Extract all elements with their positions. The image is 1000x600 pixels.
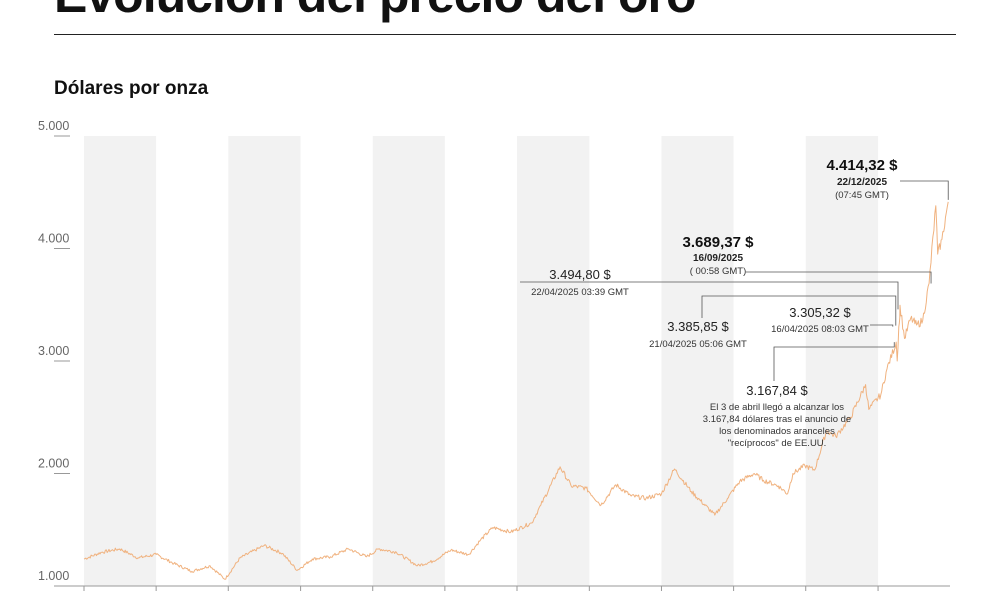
x-axis-ticks xyxy=(83,586,879,591)
annotation-value: 3.689,37 $ xyxy=(683,234,755,251)
annotation-date: 22/04/2025 03:39 GMT xyxy=(531,287,629,298)
annotation-value: 3.494,80 $ xyxy=(549,267,611,282)
leader-dec22 xyxy=(900,180,949,200)
year-band xyxy=(228,136,301,586)
annotation-peak-sep: 3.689,37 $ 16/09/2025 ( 00:58 GMT) xyxy=(683,234,755,277)
y-tick-label: 4.000 xyxy=(38,232,69,246)
year-band xyxy=(372,136,445,586)
year-bands xyxy=(84,136,879,586)
annotation-value: 3.167,84 $ xyxy=(746,383,808,398)
year-band xyxy=(661,136,734,586)
annotation-note-line: 3.167,84 dólares tras el anuncio de xyxy=(703,414,851,425)
annotation-date: 22/12/2025 xyxy=(837,177,887,188)
price-series xyxy=(83,201,949,580)
title-divider xyxy=(54,34,956,35)
annotation-value: 3.385,85 $ xyxy=(667,319,729,334)
annotation-date: 16/04/2025 08:03 GMT xyxy=(771,324,869,335)
annotation-note-line: "recíprocos" de EE.UU. xyxy=(728,438,827,449)
y-tick-label: 2.000 xyxy=(38,457,69,471)
year-band xyxy=(517,136,590,586)
annotation-date: 21/04/2025 05:06 GMT xyxy=(649,339,747,350)
annotation-note-line: El 3 de abril llegó a alcanzar los xyxy=(710,402,844,413)
leader-apr3 xyxy=(773,342,895,381)
leader-apr22 xyxy=(520,281,899,310)
annotation-note-line: los denominados aranceles xyxy=(719,426,835,437)
y-tick-label: 1.000 xyxy=(38,569,69,583)
chart-subtitle: Dólares por onza xyxy=(54,78,209,99)
y-tick-label: 5.000 xyxy=(38,119,69,133)
annotation-value: 3.305,32 $ xyxy=(789,305,851,320)
page-title: Evolución del precio del oro xyxy=(54,0,697,24)
annotation-leaders xyxy=(520,180,949,381)
annotation-value: 4.414,32 $ xyxy=(827,157,899,174)
annotation-time: ( 00:58 GMT) xyxy=(690,266,747,277)
leader-sep16 xyxy=(746,271,932,284)
y-axis: 1.000 2.000 3.000 4.000 5.000 xyxy=(38,119,70,587)
annotation-apr16: 3.305,32 $ 16/04/2025 08:03 GMT xyxy=(771,305,869,335)
gold-price-line xyxy=(83,201,949,580)
leader-apr21 xyxy=(701,295,897,326)
leader-apr16 xyxy=(870,324,894,327)
annotation-peak-dec: 4.414,32 $ 22/12/2025 (07:45 GMT) xyxy=(827,157,899,201)
y-tick-label: 3.000 xyxy=(38,344,69,358)
annotation-apr22: 3.494,80 $ 22/04/2025 03:39 GMT xyxy=(531,267,629,298)
annotation-date: 16/09/2025 xyxy=(693,253,743,264)
annotation-apr3: 3.167,84 $ El 3 de abril llegó a alcanza… xyxy=(703,383,851,449)
annotation-time: (07:45 GMT) xyxy=(835,190,889,201)
year-band xyxy=(84,136,157,586)
annotation-apr21: 3.385,85 $ 21/04/2025 05:06 GMT xyxy=(649,319,747,350)
year-band xyxy=(805,136,879,586)
